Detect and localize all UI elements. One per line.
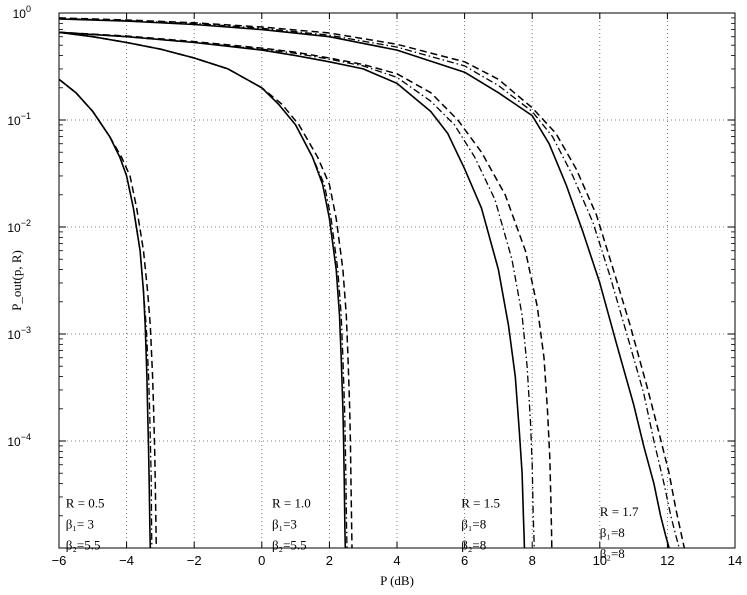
curve-group3-dashed bbox=[58, 31, 553, 549]
annotation-group2-line2: β₁=3 bbox=[272, 516, 297, 531]
x-tick-label: −4 bbox=[119, 553, 134, 568]
x-tick-label: 8 bbox=[529, 553, 536, 568]
annotation-group1-line3: β₂=5.5 bbox=[66, 537, 101, 552]
annotation-group4-line2: β₁=8 bbox=[600, 525, 625, 540]
axis-ticks: −6 −4 −2 0 2 4 6 8 10 12 14 10−4 10−3 10−2 10−1 100 bbox=[7, 4, 742, 568]
curve-group4-dashed bbox=[58, 17, 686, 549]
x-tick-label: 10 bbox=[593, 553, 607, 568]
x-axis-label: P (dB) bbox=[380, 573, 414, 588]
curve-group1-dashdot bbox=[58, 78, 153, 549]
annotation-group3-line2: β₁=8 bbox=[461, 516, 486, 531]
x-tick-label: −2 bbox=[187, 553, 202, 568]
curve-group1-dashed bbox=[58, 78, 158, 549]
y-axis-label-text: P_out(p, R) bbox=[9, 250, 24, 311]
annotations: R = 0.5 β₁= 3 β₂=5.5 R = 1.0 β₁=3 β₂=5.5 R = 1… bbox=[66, 495, 639, 560]
curve-group2-dashed bbox=[58, 31, 353, 549]
y-tick-label: 10−2 bbox=[7, 218, 31, 235]
annotation-group1-line2: β₁= 3 bbox=[66, 516, 94, 531]
x-tick-label: 2 bbox=[326, 553, 333, 568]
annotation-group3-line3: β₂=8 bbox=[461, 537, 486, 552]
curve-group1-solid bbox=[58, 78, 152, 549]
annotation-group3-line1: R = 1.5 bbox=[461, 495, 500, 510]
y-axis-label: P_out(p, R) bbox=[9, 250, 24, 311]
curve-group3-dashdot bbox=[58, 31, 535, 549]
x-tick-label: −6 bbox=[52, 553, 67, 568]
curves bbox=[58, 17, 686, 549]
annotation-group2-line1: R = 1.0 bbox=[272, 495, 311, 510]
x-tick-label: 4 bbox=[393, 553, 400, 568]
y-tick-label: 10−1 bbox=[7, 111, 31, 128]
grid-lines bbox=[59, 13, 735, 548]
annotation-group4-line1: R = 1.7 bbox=[600, 504, 639, 519]
curve-group4-solid bbox=[58, 18, 670, 549]
annotation-group2-line3: β₂=5.5 bbox=[272, 537, 307, 552]
y-tick-label: 10−4 bbox=[7, 432, 31, 449]
curve-group3-solid bbox=[58, 31, 526, 549]
x-tick-label: 0 bbox=[258, 553, 265, 568]
curve-group2-solid bbox=[58, 31, 347, 549]
curve-group2-dashdot bbox=[58, 31, 348, 549]
y-tick-label: 100 bbox=[13, 4, 31, 21]
curve-group4-dashdot bbox=[58, 17, 680, 549]
x-tick-label: 14 bbox=[728, 553, 742, 568]
x-tick-label: 12 bbox=[660, 553, 674, 568]
y-tick-label: 10−3 bbox=[7, 325, 31, 342]
annotation-group1-line1: R = 0.5 bbox=[66, 495, 105, 510]
annotation-group4-line3: β₂=8 bbox=[600, 546, 625, 561]
x-tick-label: 6 bbox=[461, 553, 468, 568]
